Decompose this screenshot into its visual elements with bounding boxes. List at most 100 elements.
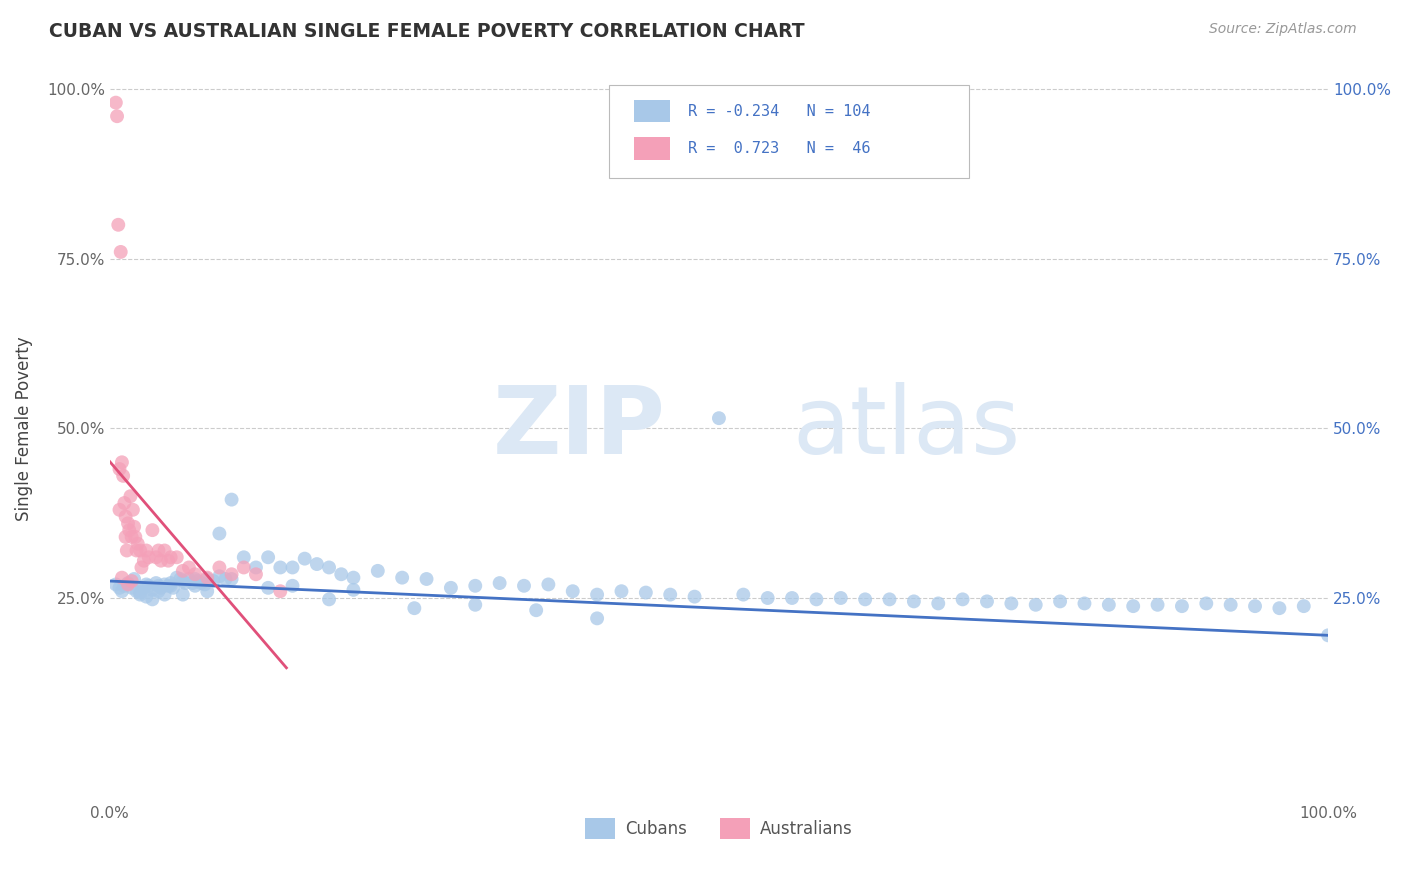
Point xyxy=(281,560,304,574)
FancyBboxPatch shape xyxy=(609,85,969,178)
Point xyxy=(1171,599,1194,614)
Point xyxy=(367,564,389,578)
Text: R = -0.234   N = 104: R = -0.234 N = 104 xyxy=(689,103,870,119)
Point xyxy=(232,560,254,574)
Point xyxy=(125,584,148,599)
Point xyxy=(184,572,207,586)
Point xyxy=(110,244,132,259)
Point xyxy=(1292,599,1315,614)
Point xyxy=(121,581,143,595)
Text: R =  0.723   N =  46: R = 0.723 N = 46 xyxy=(689,141,870,156)
Text: CUBAN VS AUSTRALIAN SINGLE FEMALE POVERTY CORRELATION CHART: CUBAN VS AUSTRALIAN SINGLE FEMALE POVERT… xyxy=(49,22,804,41)
Point xyxy=(806,592,828,607)
Point xyxy=(122,520,145,534)
Point xyxy=(305,557,328,571)
Point xyxy=(208,526,231,541)
Point xyxy=(634,585,657,599)
Point xyxy=(120,489,142,503)
Point xyxy=(221,492,243,507)
Point xyxy=(174,576,197,591)
Point xyxy=(1073,596,1095,610)
Point xyxy=(108,581,131,595)
Point xyxy=(342,571,364,585)
Point xyxy=(683,590,706,604)
Point xyxy=(879,592,901,607)
Point xyxy=(135,590,157,604)
Point xyxy=(186,574,208,588)
Point xyxy=(125,543,148,558)
Point xyxy=(1268,601,1291,615)
Point xyxy=(105,109,128,123)
Point xyxy=(391,571,413,585)
Point xyxy=(294,551,316,566)
Point xyxy=(172,574,194,588)
Point xyxy=(903,594,925,608)
Point xyxy=(145,550,167,565)
Point xyxy=(194,577,217,591)
Point xyxy=(148,584,170,599)
Point xyxy=(1195,596,1218,610)
Point xyxy=(257,581,280,595)
Point xyxy=(524,603,547,617)
Point xyxy=(1244,599,1267,614)
Point xyxy=(124,530,146,544)
Point xyxy=(330,567,353,582)
Point xyxy=(488,576,510,591)
Point xyxy=(181,576,204,591)
Point xyxy=(112,468,135,483)
Point xyxy=(269,584,291,599)
Point xyxy=(145,576,167,591)
Point xyxy=(177,560,200,574)
Point xyxy=(172,588,194,602)
Point xyxy=(172,564,194,578)
Point xyxy=(108,462,131,476)
Point xyxy=(111,571,134,585)
Point xyxy=(952,592,974,607)
Point xyxy=(208,560,231,574)
Point xyxy=(114,530,136,544)
Point xyxy=(1098,598,1121,612)
Point xyxy=(121,530,143,544)
Point xyxy=(141,582,163,597)
Point xyxy=(318,592,340,607)
Point xyxy=(281,579,304,593)
Point xyxy=(1000,596,1022,610)
Point xyxy=(112,579,135,593)
Point xyxy=(214,572,236,586)
Point xyxy=(129,543,152,558)
Point xyxy=(153,543,176,558)
Point xyxy=(415,572,437,586)
Point xyxy=(733,588,755,602)
Point xyxy=(1219,598,1241,612)
Point xyxy=(342,582,364,597)
Point xyxy=(117,576,139,591)
Legend: Cubans, Australians: Cubans, Australians xyxy=(578,812,859,846)
Bar xyxy=(634,100,671,122)
Text: Source: ZipAtlas.com: Source: ZipAtlas.com xyxy=(1209,22,1357,37)
Point xyxy=(1049,594,1071,608)
Point xyxy=(404,601,426,615)
Point xyxy=(190,576,212,591)
Point xyxy=(659,588,682,602)
Point xyxy=(131,560,153,574)
Point xyxy=(121,574,143,588)
Point xyxy=(138,579,160,593)
Point xyxy=(129,588,152,602)
Point xyxy=(245,560,267,574)
Point xyxy=(440,581,463,595)
Point xyxy=(141,523,163,537)
Point xyxy=(610,584,633,599)
Text: atlas: atlas xyxy=(792,383,1021,475)
Point xyxy=(927,596,949,610)
Point xyxy=(138,550,160,565)
Point xyxy=(127,537,149,551)
Point xyxy=(166,571,188,585)
Point xyxy=(108,503,131,517)
Point xyxy=(166,550,188,565)
Point xyxy=(153,577,176,591)
Point xyxy=(1146,598,1168,612)
Point xyxy=(149,554,172,568)
Point xyxy=(756,591,779,605)
Point xyxy=(202,574,225,588)
Point xyxy=(318,560,340,574)
